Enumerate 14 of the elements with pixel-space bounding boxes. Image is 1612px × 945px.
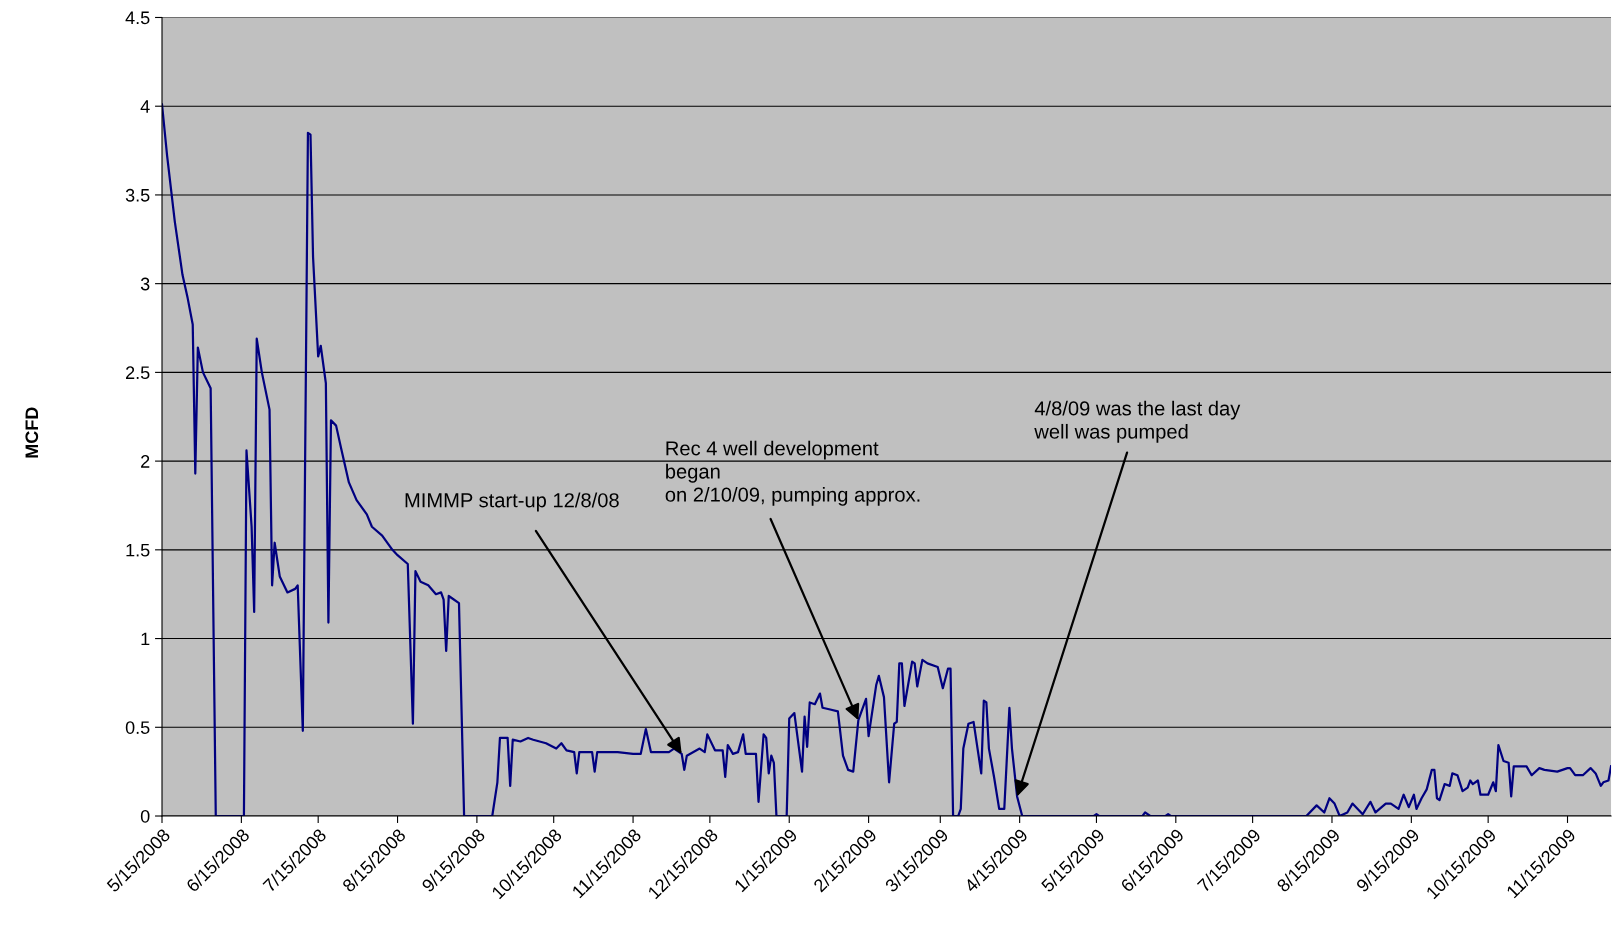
y-tick-label: 3 [140, 277, 150, 291]
annotation: 4/8/09 was the last day well was pumped [1034, 400, 1241, 443]
y-tick-label: 1.5 [126, 543, 150, 557]
y-tick-label: 2.5 [126, 366, 150, 380]
y-axis-title: MCFD [25, 407, 39, 458]
y-tick-label: 0.5 [125, 721, 150, 734]
y-tick-label: 2 [141, 455, 150, 468]
y-tick-label: 3.5 [125, 188, 150, 202]
y-tick-label: 4 [140, 100, 150, 113]
y-tick-label: 0 [140, 809, 150, 823]
annotation: MIMMP start-up 12/8/08 [405, 492, 619, 512]
y-tick-label: 4.5 [125, 11, 150, 25]
annotation: Rec 4 well development began on 2/10/09, pumping approx. [665, 440, 920, 506]
y-tick-label: 1 [141, 632, 150, 646]
